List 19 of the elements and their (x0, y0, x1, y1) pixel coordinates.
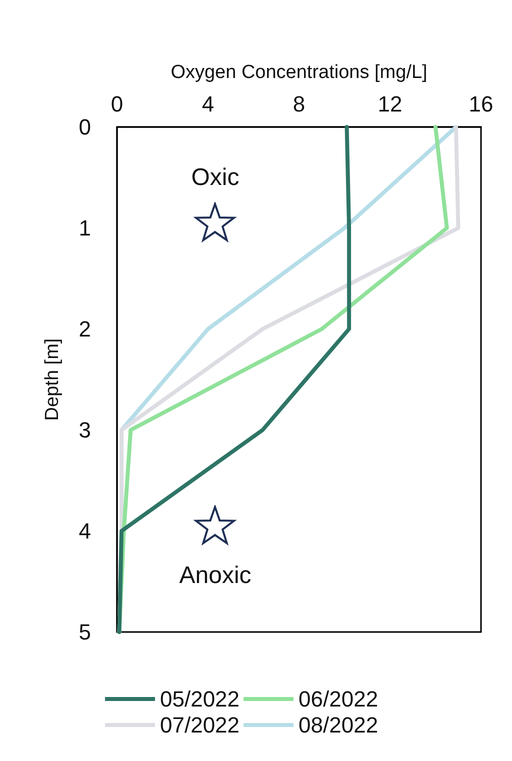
x-tick-label: 4 (202, 92, 214, 116)
x-tick-label: 16 (468, 92, 494, 116)
legend-label: 08/2022 (298, 712, 378, 738)
legend-label: 06/2022 (298, 686, 378, 712)
x-tick-label: 12 (378, 92, 402, 116)
x-tick-label: 8 (292, 92, 306, 116)
x-tick-label: 0 (110, 92, 124, 116)
legend-label: 07/2022 (160, 712, 240, 738)
y-tick-label: 2 (78, 316, 91, 342)
annotation: Anoxic (179, 562, 252, 590)
annotation: Oxic (191, 164, 240, 192)
x-axis-title: Oxygen Concentrations [mg/L] (170, 62, 428, 83)
y-tick-label: 3 (78, 418, 91, 442)
y-tick-label: 4 (78, 518, 91, 544)
y-tick-label: 5 (78, 620, 91, 644)
y-tick-label: 0 (78, 114, 91, 140)
legend-label: 05/2022 (160, 686, 240, 712)
y-tick-label: 1 (78, 216, 91, 240)
y-axis-title: Depth [m] (42, 338, 63, 421)
